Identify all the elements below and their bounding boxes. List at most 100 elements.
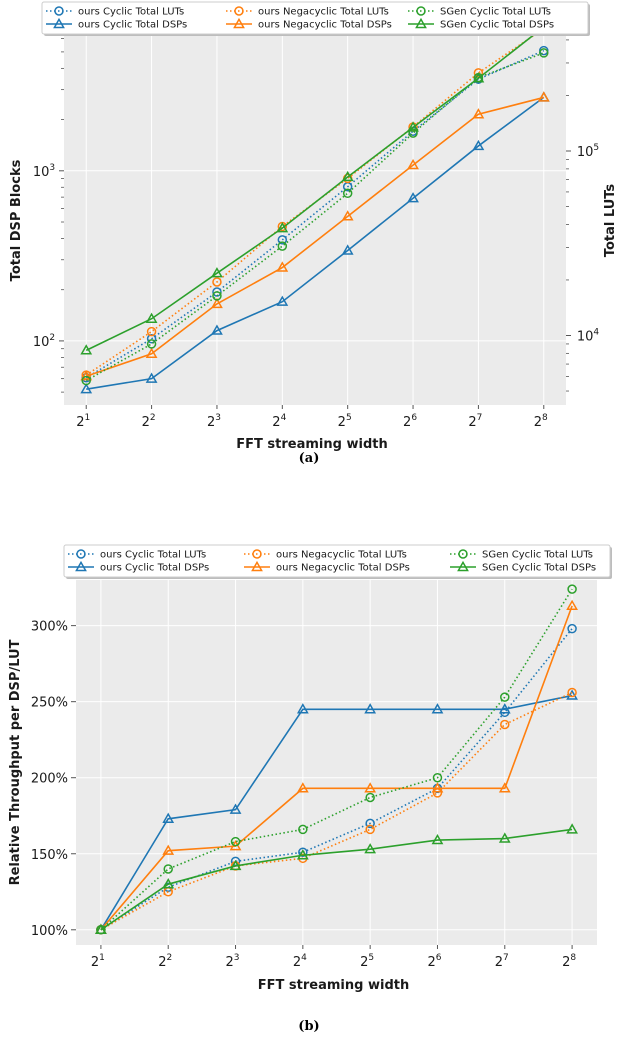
data-point (566, 599, 578, 611)
x-tick-label: 23 (226, 953, 240, 970)
data-point (230, 836, 241, 847)
legend-label: SGen Cyclic Total DSPs (440, 20, 554, 31)
data-point (341, 170, 354, 182)
data-point (296, 782, 309, 793)
chart-b: 21 22 23 24 25 26 27 28 100% 150% 200% 250% 300% FFT … (8, 544, 612, 1034)
series-sgen-cyclic-total-dsps (95, 823, 578, 934)
legend-marker (234, 6, 244, 16)
data-point (500, 719, 510, 730)
y-tick-label: 103 (33, 163, 55, 180)
series-sgen-cyclic-total-luts (96, 584, 577, 935)
series-ours-cyclic-total-dsps (80, 91, 550, 394)
x-tick-label: 27 (468, 413, 482, 430)
series-line (85, 26, 545, 352)
series-sgen-cyclic-total-luts (81, 48, 549, 386)
y-tick-label: 100% (31, 924, 68, 939)
data-point (145, 347, 158, 358)
legend-label: ours Negacyclic Total LUTs (276, 550, 407, 561)
data-point (298, 824, 308, 835)
legend-marker (458, 549, 468, 559)
data-point (498, 703, 511, 714)
x-tick-label: 24 (293, 953, 307, 970)
x-tick-label: 25 (360, 953, 374, 970)
legend-label: SGen Cyclic Total LUTs (440, 7, 551, 18)
y2-tick-label: 105 (577, 143, 599, 160)
data-point (229, 803, 242, 814)
data-point (407, 121, 419, 132)
data-point (80, 383, 93, 394)
x-tick-label: 22 (142, 413, 156, 430)
x-tick-label: 28 (562, 953, 576, 970)
data-point (431, 782, 444, 793)
legend-marker (415, 17, 427, 29)
caption-b: (b) (298, 1019, 319, 1034)
data-point (146, 334, 157, 344)
data-point (162, 878, 175, 889)
series-line (100, 628, 573, 931)
x-tick-label: 21 (91, 953, 105, 970)
legend-frame (63, 544, 611, 578)
data-point (81, 375, 91, 386)
plot-area (76, 580, 597, 945)
x-tick-label: 26 (403, 413, 417, 430)
data-point (211, 324, 223, 335)
legend-marker (75, 560, 87, 572)
data-point (298, 847, 308, 857)
series-line (100, 605, 573, 931)
y-tick-label: 250% (31, 696, 68, 711)
data-point (407, 158, 419, 170)
data-point (212, 287, 222, 297)
data-point (276, 222, 289, 233)
series-line (100, 694, 573, 931)
y-tick-label: 150% (31, 848, 68, 863)
y-tick-label: 102 (33, 333, 55, 350)
data-point (145, 372, 158, 383)
data-point (539, 48, 549, 58)
data-point (365, 792, 375, 803)
data-point (146, 326, 157, 337)
data-point (537, 91, 550, 102)
data-point (146, 339, 157, 349)
data-point (365, 818, 375, 829)
legend-marker (416, 6, 426, 16)
data-point (229, 859, 242, 871)
data-point (408, 128, 418, 138)
data-point (432, 772, 443, 783)
caption-a: (a) (299, 451, 320, 466)
y-axis-label: Relative Throughput per DSP/LUT (8, 639, 23, 885)
data-point (145, 312, 158, 323)
series-line (85, 96, 544, 377)
data-point (341, 210, 354, 221)
series-line (86, 96, 545, 391)
data-point (566, 823, 578, 834)
legend-label: SGen Cyclic Total LUTs (482, 550, 593, 561)
legend-label: SGen Cyclic Total DSPs (482, 563, 596, 574)
legend-label: ours Cyclic Total LUTs (100, 550, 206, 561)
data-point (364, 782, 377, 793)
x-axis-label: FFT streaming width (236, 437, 387, 452)
legend-label: ours Cyclic Total LUTs (78, 7, 184, 18)
plot-area (64, 36, 566, 405)
data-point (365, 824, 375, 835)
series-line (100, 588, 573, 931)
legend-marker (252, 549, 262, 559)
data-point (566, 689, 578, 700)
legend-frame (41, 1, 589, 35)
data-point (364, 703, 377, 714)
legend-label: ours Cyclic Total DSPs (78, 20, 187, 31)
legend-marker (53, 17, 65, 29)
data-point (212, 277, 222, 287)
y-axis-label: Total DSP Blocks (9, 159, 24, 281)
data-point (431, 833, 444, 845)
x-tick-label: 21 (76, 413, 90, 430)
data-point (407, 192, 419, 203)
legend-label: ours Cyclic Total DSPs (100, 563, 209, 574)
legend-marker (54, 6, 64, 16)
data-point (364, 843, 377, 854)
data-point (498, 832, 511, 843)
data-point (472, 72, 485, 83)
data-point (95, 923, 107, 934)
data-point (212, 291, 222, 301)
data-point (472, 139, 485, 151)
